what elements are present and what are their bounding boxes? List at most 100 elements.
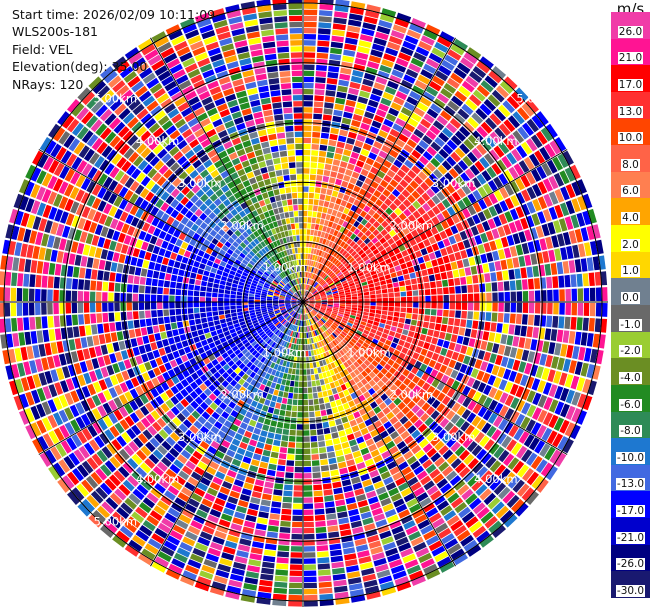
gate — [103, 323, 110, 333]
gate — [367, 319, 374, 325]
gate — [307, 306, 313, 310]
gate — [479, 103, 492, 116]
gate — [327, 303, 334, 305]
gate — [389, 384, 398, 392]
gate — [510, 194, 520, 207]
gate — [533, 352, 542, 365]
gate — [416, 470, 428, 481]
gate — [418, 552, 433, 564]
gate — [313, 490, 323, 497]
gate — [310, 368, 315, 375]
gate — [394, 307, 400, 312]
gate — [303, 448, 311, 455]
gate — [444, 538, 459, 550]
gate — [319, 309, 325, 313]
gate — [308, 304, 314, 308]
gate — [378, 150, 388, 159]
gate — [412, 220, 421, 229]
gate — [303, 198, 308, 205]
gate — [360, 427, 369, 436]
gate — [331, 323, 338, 329]
gate — [288, 600, 302, 607]
gate — [303, 284, 305, 290]
gate — [421, 222, 430, 232]
gate — [202, 275, 209, 282]
gate — [334, 11, 348, 19]
gate — [570, 424, 581, 440]
gate — [311, 138, 320, 144]
gate — [303, 119, 312, 125]
gate — [325, 311, 332, 315]
gate — [364, 137, 375, 146]
gate — [134, 267, 142, 276]
gate — [480, 121, 493, 134]
gate — [176, 315, 182, 322]
gate — [316, 285, 321, 290]
gate — [102, 292, 108, 302]
gate — [329, 256, 335, 263]
gate — [327, 294, 333, 297]
gate — [439, 561, 455, 573]
gate — [309, 362, 314, 369]
gate — [298, 393, 303, 400]
gate — [108, 292, 114, 302]
gate — [568, 260, 576, 273]
gate — [495, 505, 509, 519]
gate — [309, 423, 316, 430]
gate — [564, 216, 574, 230]
gate — [512, 336, 520, 347]
gate — [526, 491, 539, 505]
gate — [318, 373, 324, 380]
gate — [476, 530, 490, 543]
gate — [224, 289, 231, 295]
gate — [289, 386, 294, 393]
gate — [339, 371, 346, 378]
gate — [380, 280, 387, 286]
gate — [412, 244, 420, 252]
gate — [329, 317, 335, 322]
gate — [175, 289, 182, 296]
gate — [339, 436, 348, 443]
gate — [467, 151, 478, 163]
gate — [327, 304, 333, 307]
gate — [435, 371, 444, 381]
gate — [333, 487, 343, 495]
gate — [309, 300, 315, 302]
gate — [293, 497, 303, 503]
gate — [333, 298, 340, 301]
gate — [498, 141, 510, 155]
gate — [333, 305, 339, 308]
gate — [395, 503, 408, 514]
gate — [274, 483, 284, 490]
gate — [334, 443, 342, 451]
gate — [524, 362, 533, 375]
gate — [313, 317, 317, 323]
gate — [508, 222, 517, 234]
gate — [372, 221, 381, 229]
gate — [287, 398, 293, 405]
gate — [313, 398, 319, 405]
gate — [530, 339, 538, 351]
gate — [418, 155, 429, 166]
gate — [580, 332, 588, 346]
gate — [423, 530, 437, 541]
gate — [553, 302, 559, 315]
gate — [366, 105, 377, 114]
gate — [328, 335, 334, 342]
gate — [277, 545, 290, 552]
gate — [401, 406, 411, 415]
gate — [303, 149, 311, 156]
gate — [455, 310, 461, 318]
gate — [445, 122, 458, 134]
gate — [328, 280, 334, 286]
gate — [325, 289, 332, 293]
gate — [318, 16, 332, 23]
gate — [303, 70, 315, 77]
gate — [280, 514, 292, 521]
gate — [336, 455, 345, 463]
gate — [218, 289, 225, 294]
gate — [312, 392, 318, 399]
gate — [542, 341, 550, 354]
gate — [315, 276, 320, 282]
gate — [518, 231, 527, 243]
